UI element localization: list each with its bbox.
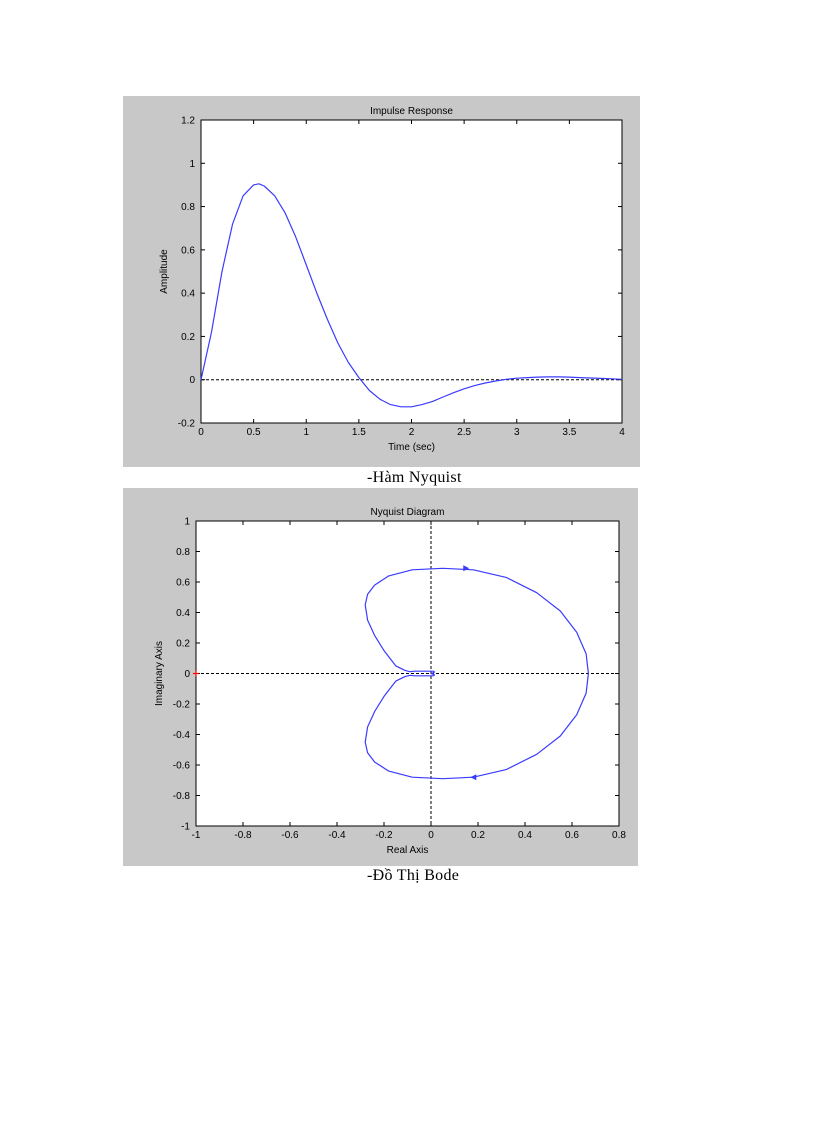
x-axis-label: Time (sec) — [388, 442, 435, 453]
x-tick-label: 4 — [619, 427, 625, 438]
series-line-1 — [364, 672, 589, 780]
direction-arrow — [463, 565, 470, 572]
y-tick-label: -1 — [181, 822, 190, 833]
x-axis-label: Real Axis — [387, 845, 429, 856]
x-tick-label: 3 — [514, 427, 520, 438]
y-tick-label: 0.8 — [181, 202, 195, 213]
nyquist-diagram-figure: Nyquist Diagram -1 -0.8 -0.6 -0.4 -0.2 0 0.2 0.4… — [123, 488, 638, 866]
x-tick-label: -0.2 — [375, 830, 393, 841]
x-tick-label: 0.5 — [247, 427, 261, 438]
y-tick-label: 0.8 — [176, 547, 190, 558]
x-tick-label: 2.5 — [457, 427, 471, 438]
y-tick-label: 0.2 — [176, 639, 190, 650]
y-tick-label: -0.2 — [173, 700, 191, 711]
series-line-0 — [200, 183, 623, 408]
x-tick-label: -0.6 — [281, 830, 299, 841]
x-tick-label: 0 — [428, 830, 434, 841]
x-tick-label: -1 — [192, 830, 201, 841]
caption-nyquist: -Hàm Nyquist — [367, 469, 462, 486]
y-tick-label: 0.4 — [181, 289, 195, 300]
x-tick-label: 0.4 — [518, 830, 532, 841]
chart-title: Impulse Response — [370, 106, 453, 117]
chart-title: Nyquist Diagram — [371, 507, 445, 518]
x-tick-label: 3.5 — [562, 427, 576, 438]
y-tick-label: -0.8 — [173, 791, 191, 802]
x-tick-label: 0.8 — [612, 830, 626, 841]
y-tick-label: 0 — [184, 669, 190, 680]
y-tick-label: 0.2 — [181, 332, 195, 343]
caption-bode: -Đồ Thị Bode — [367, 867, 460, 884]
y-tick-label: 0.6 — [176, 578, 190, 589]
y-tick-label: 1 — [184, 517, 190, 528]
direction-arrow — [470, 774, 477, 781]
y-tick-label: 1 — [189, 159, 195, 170]
y-tick-label: 0.4 — [176, 608, 190, 619]
y-tick-label: -0.4 — [173, 730, 191, 741]
y-axis-label: Amplitude — [159, 249, 170, 294]
x-tick-label: 0 — [198, 427, 204, 438]
plot-area — [200, 119, 623, 424]
nyquist-diagram-chart: Nyquist Diagram -1 -0.8 -0.6 -0.4 -0.2 0 0.2 0.4… — [154, 507, 626, 856]
y-tick-label: -0.2 — [178, 419, 196, 430]
x-tick-label: 0.2 — [471, 830, 485, 841]
x-tick-label: -0.8 — [234, 830, 252, 841]
x-tick-label: 1.5 — [352, 427, 366, 438]
x-tick-label: 2 — [409, 427, 415, 438]
x-tick-label: -0.4 — [328, 830, 346, 841]
impulse-response-figure: Impulse Response 0 0.5 1 1.5 2 2.5 3 3.5 4 -0.2 0 0.… — [123, 96, 640, 467]
y-tick-label: 0 — [189, 375, 195, 386]
y-tick-label: -0.6 — [173, 761, 191, 772]
y-axis-label: Imaginary Axis — [154, 641, 165, 706]
series-line-0 — [364, 567, 589, 675]
x-tick-label: 1 — [303, 427, 309, 438]
y-tick-label: 0.6 — [181, 245, 195, 256]
x-tick-label: 0.6 — [565, 830, 579, 841]
y-tick-label: 1.2 — [181, 116, 195, 127]
